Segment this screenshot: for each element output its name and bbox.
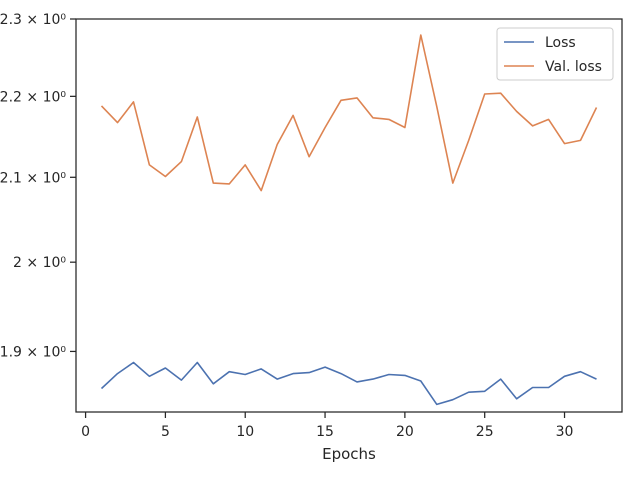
series-line-val-loss	[100, 34, 598, 192]
y-tick-label: 2 × 10⁰	[13, 255, 66, 271]
y-tick-label: 2.3 × 10⁰	[0, 12, 66, 28]
series-line-loss	[100, 361, 597, 406]
y-axis: 1.9 × 10⁰ 2 × 10⁰ 2.1 × 10⁰ 2.2 × 10⁰ 2.3 × …	[0, 12, 76, 360]
x-tick-label: 20	[396, 424, 414, 440]
legend-box	[496, 27, 614, 81]
y-tick-label: 1.9 × 10⁰	[0, 344, 66, 360]
x-tick-label: 5	[161, 424, 170, 440]
x-tick-label: 30	[556, 424, 574, 440]
legend: Loss Val. loss	[496, 27, 614, 81]
legend-label: Loss	[545, 35, 576, 51]
x-tick-label: 10	[236, 424, 254, 440]
x-tick-label: 15	[316, 424, 334, 440]
series-lines	[100, 34, 598, 406]
plot-frame	[75, 18, 623, 413]
legend-label: Val. loss	[545, 59, 602, 75]
x-axis-label: Epochs	[322, 445, 376, 463]
plot-area	[75, 18, 623, 413]
x-tick-label: 25	[476, 424, 494, 440]
x-axis: 0 5 10 15 20 25 30	[81, 412, 573, 440]
y-tick-label: 2.2 × 10⁰	[0, 89, 66, 105]
x-tick-label: 0	[81, 424, 90, 440]
y-tick-label: 2.1 × 10⁰	[0, 170, 66, 186]
